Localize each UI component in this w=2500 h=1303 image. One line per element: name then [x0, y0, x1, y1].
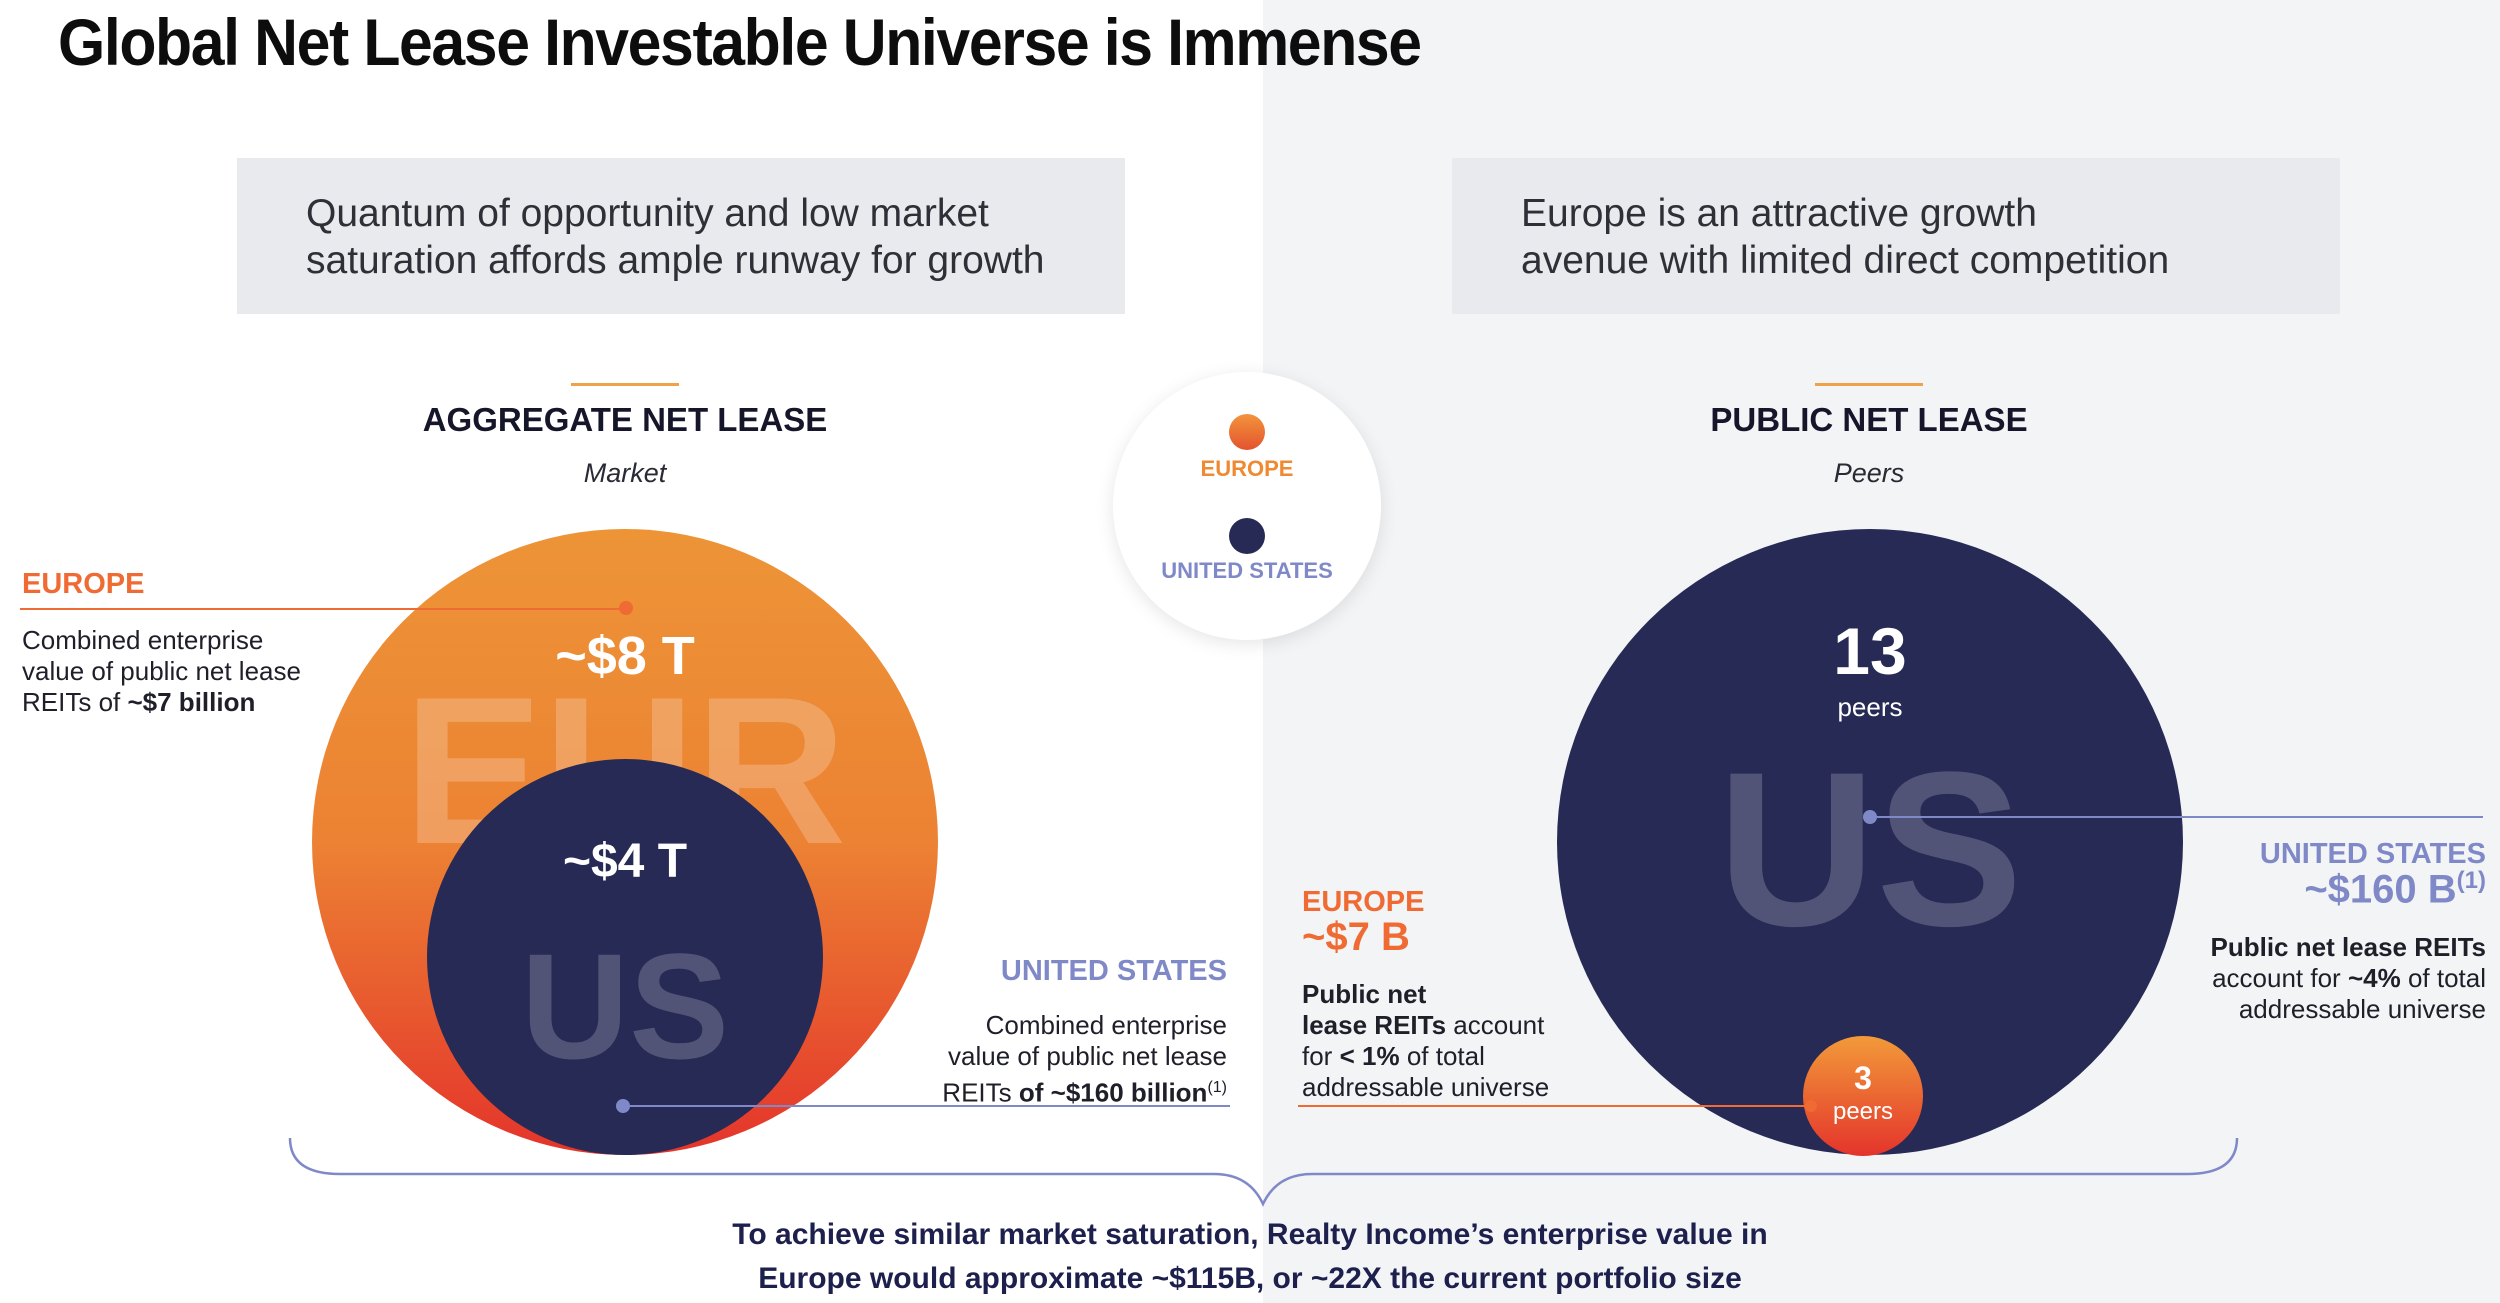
europe-public-desc-line-3: for < 1% of total [1302, 1041, 1549, 1072]
europe-peers-unit: peers [1832, 1098, 1894, 1125]
europe-aggregate-description: Combined enterprise value of public net … [22, 625, 301, 718]
us-public-desc-line-1: Public net lease REITs [2086, 932, 2486, 963]
europe-aggregate-desc-prefix: REITs of [22, 687, 121, 717]
europe-aggregate-desc-line-2: value of public net lease [22, 656, 301, 686]
right-callout-line-1: Europe is an attractive growth [1521, 192, 2037, 235]
us-public-desc-bold-1: Public net lease REITs [2210, 932, 2486, 962]
us-aggregate-description: Combined enterprise value of public net … [830, 1010, 1227, 1109]
public-subheading: Peers [1833, 458, 1905, 488]
left-callout-line-2: saturation affords ample runway for grow… [306, 239, 1045, 282]
us-public-desc-line-2: account for ~4% of total [2086, 963, 2486, 994]
left-callout-line-1: Quantum of opportunity and low market [306, 192, 989, 235]
europe-public-desc-bold-2: lease REITs [1302, 1010, 1447, 1040]
europe-public-description: Public net lease REITs account for < 1% … [1302, 979, 1549, 1103]
us-public-desc-rest-2: of total [2407, 963, 2486, 993]
europe-public-desc-line-1: Public net [1302, 979, 1549, 1010]
us-aggregate-desc-prefix: REITs [942, 1077, 1012, 1108]
europe-legend-dot [1229, 414, 1265, 450]
us-public-circle [1557, 529, 2183, 1155]
europe-aggregate-label: EUROPE [22, 568, 145, 600]
europe-legend-label: EUROPE [1200, 456, 1294, 481]
us-aggregate-footnote: (1) [1207, 1079, 1227, 1096]
us-aggregate-circle [427, 759, 823, 1155]
us-public-value: ~$160 B [2304, 867, 2457, 912]
europe-aggregate-value: ~$8 T [555, 626, 695, 686]
europe-public-label: EUROPE [1302, 886, 1425, 918]
europe-aggregate-desc-line-1: Combined enterprise [22, 625, 264, 655]
us-public-desc-line-3: addressable universe [2238, 994, 2486, 1024]
europe-peers-count: 3 [1854, 1060, 1872, 1096]
europe-public-desc-line-4: addressable universe [1302, 1072, 1550, 1102]
us-aggregate-value: ~$4 T [562, 835, 688, 888]
aggregate-heading: AGGREGATE NET LEASE [422, 401, 828, 438]
us-watermark-aggregate: US [521, 922, 729, 1090]
us-aggregate-marker [616, 1099, 630, 1113]
europe-public-circle [1803, 1036, 1923, 1156]
right-callout-line-2: avenue with limited direct competition [1521, 239, 2170, 282]
europe-public-value: ~$7 B [1302, 915, 1410, 959]
europe-aggregate-amount: ~$7 billion [127, 687, 256, 717]
us-peers-count: 13 [1833, 614, 1907, 688]
public-heading-rule [1815, 383, 1923, 386]
summary-brace [288, 1137, 2239, 1207]
europe-public-desc-rest-3: of total [1406, 1041, 1485, 1071]
us-peers-unit: peers [1837, 692, 1903, 722]
us-public-footnote: (1) [2456, 867, 2486, 894]
aggregate-subheading: Market [583, 458, 667, 488]
us-aggregate-amount: of ~$160 billion [1018, 1077, 1208, 1108]
europe-public-desc-bold-1: Public net [1302, 979, 1427, 1009]
europe-public-desc-prefix-3: for [1302, 1041, 1333, 1071]
us-public-description: Public net lease REITs account for ~4% o… [2086, 932, 2486, 1025]
us-watermark-public: US [1717, 726, 2023, 972]
europe-aggregate-marker [619, 601, 633, 615]
us-aggregate-label: UNITED STATES [1000, 955, 1227, 987]
europe-public-share: < 1% [1339, 1041, 1400, 1071]
footer-line-1: To achieve similar market saturation, Re… [732, 1218, 1768, 1251]
us-legend-dot [1229, 518, 1265, 554]
europe-public-marker [1805, 1100, 1817, 1112]
left-callout-box: Quantum of opportunity and low market sa… [237, 158, 1125, 314]
europe-aggregate-desc-line-3: REITs of ~$7 billion [22, 687, 301, 718]
us-aggregate-desc-line-2: value of public net lease [948, 1041, 1227, 1071]
page-title: Global Net Lease Investable Universe is … [58, 5, 1422, 79]
public-heading: PUBLIC NET LEASE [1710, 401, 2028, 438]
europe-public-desc-line-2: lease REITs account [1302, 1010, 1549, 1041]
us-public-desc-prefix-2: account for [2212, 963, 2341, 993]
us-public-label: UNITED STATES [2259, 838, 2486, 870]
right-callout-box: Europe is an attractive growth avenue wi… [1452, 158, 2340, 314]
us-aggregate-desc-line-3: REITs of ~$160 billion(1) [830, 1072, 1227, 1109]
us-public-marker [1863, 810, 1877, 824]
europe-public-desc-rest-2: account [1453, 1010, 1545, 1040]
us-public-share: ~4% [2347, 963, 2401, 993]
us-aggregate-desc-line-1: Combined enterprise [985, 1010, 1227, 1040]
aggregate-heading-rule [571, 383, 679, 386]
footer-line-2: Europe would approximate ~$115B, or ~22X… [758, 1262, 1742, 1295]
us-public-value-wrap: ~$160 B(1) [2100, 867, 2486, 912]
us-legend-label: UNITED STATES [1161, 558, 1333, 583]
